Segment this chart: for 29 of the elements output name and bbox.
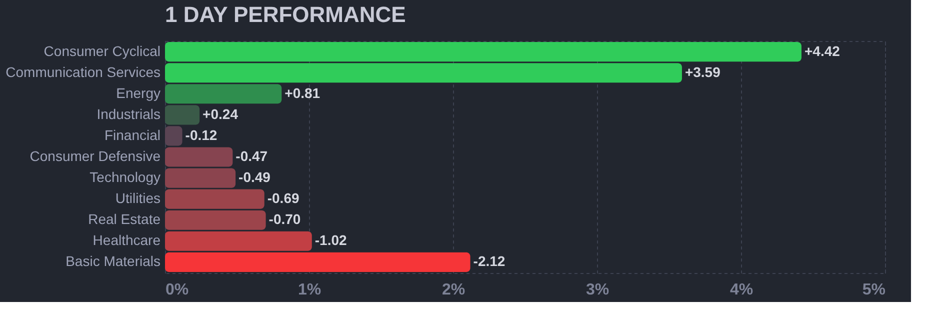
data-label: -0.47	[236, 148, 268, 164]
y-tick-label: Financial	[104, 126, 160, 143]
data-label: +4.42	[804, 42, 840, 59]
x-tick-label: 5%	[862, 282, 886, 298]
y-tick-label: Consumer Defensive	[30, 148, 161, 164]
data-label: -0.69	[267, 190, 300, 206]
data-label: -0.70	[268, 211, 301, 228]
y-tick-label: Real Estate	[88, 211, 161, 228]
x-tick-label: 0%	[166, 282, 189, 298]
data-label: +0.81	[284, 84, 320, 101]
y-tick-label: Consumer Cyclical	[44, 42, 160, 59]
y-tick-label: Basic Materials	[66, 253, 160, 270]
data-label: -2.12	[473, 253, 506, 270]
x-tick-label: 2%	[442, 282, 466, 298]
data-label: -0.12	[185, 126, 218, 143]
data-label: -1.02	[314, 232, 348, 248]
y-tick-label: Healthcare	[92, 232, 161, 248]
y-tick-label: Energy	[116, 84, 160, 101]
chart-title: 1 DAY PERFORMANCE	[165, 2, 406, 27]
y-tick-label: Technology	[90, 169, 160, 186]
data-label: +0.24	[202, 106, 238, 122]
data-label: +3.59	[684, 64, 721, 80]
x-tick-label: 1%	[298, 282, 322, 298]
y-tick-label: Utilities	[115, 190, 160, 206]
data-label: -0.49	[238, 169, 271, 186]
x-tick-label: 3%	[586, 282, 610, 298]
x-tick-label: 4%	[730, 282, 754, 298]
y-tick-label: Industrials	[96, 106, 160, 122]
y-tick-label: Communication Services	[6, 64, 160, 80]
